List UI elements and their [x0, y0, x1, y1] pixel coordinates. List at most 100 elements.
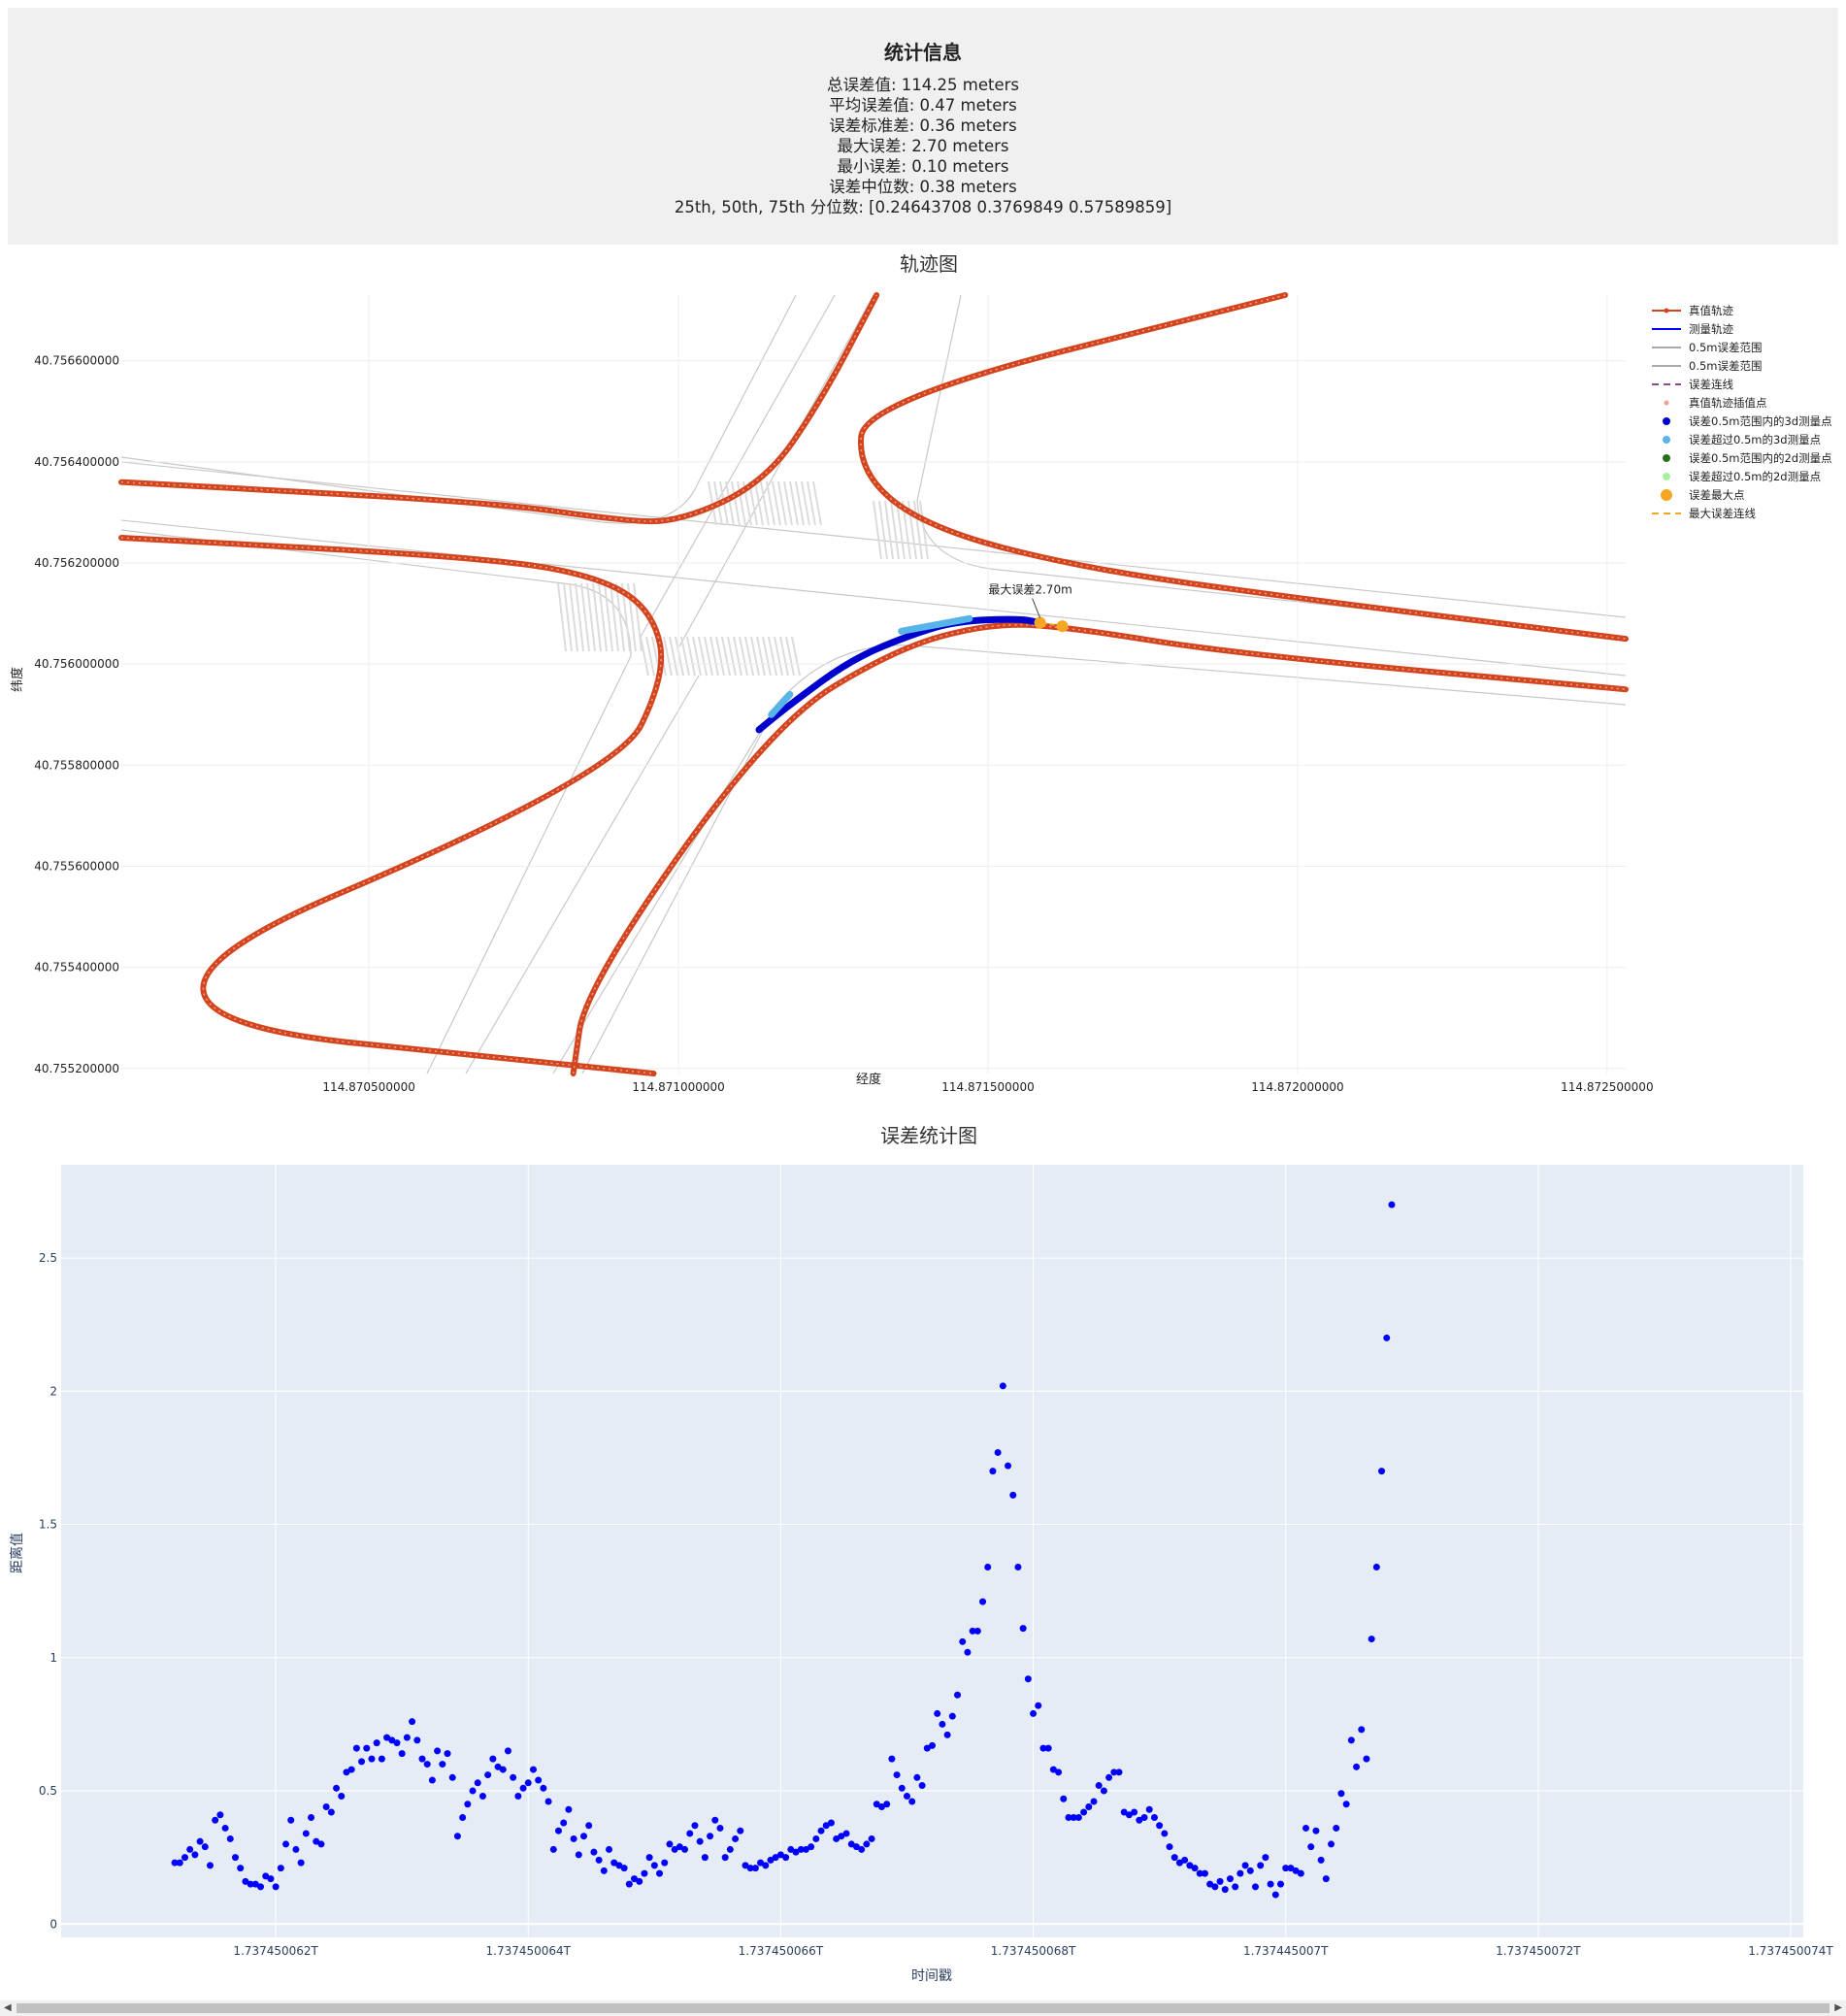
- error-point: [1150, 1813, 1158, 1821]
- error-point: [388, 1736, 396, 1744]
- over-range-segment-1: [898, 614, 973, 635]
- error-chart-title: 误差统计图: [880, 1124, 977, 1147]
- err-ytick-3: 1.5: [39, 1518, 57, 1532]
- error-point: [600, 1867, 608, 1874]
- error-point: [393, 1739, 401, 1747]
- error-point: [1257, 1862, 1265, 1869]
- error-point: [1236, 1869, 1244, 1877]
- road-edge-3: [120, 519, 1627, 677]
- legend-label-8: 误差0.5m范围内的2d测量点: [1689, 451, 1832, 465]
- error-point: [499, 1766, 507, 1773]
- error-point: [262, 1872, 270, 1880]
- stats-line-max: 最大误差: 2.70 meters: [837, 137, 1009, 155]
- error-point: [954, 1691, 962, 1699]
- error-point: [641, 1869, 648, 1877]
- legend-item-10[interactable]: 误差最大点: [1661, 488, 1745, 502]
- error-point: [767, 1856, 775, 1864]
- legend-item-4[interactable]: 误差连线: [1652, 378, 1733, 391]
- error-point: [251, 1880, 259, 1888]
- error-point: [1014, 1563, 1022, 1570]
- legend-label-7: 误差超过0.5m的3d测量点: [1689, 433, 1821, 446]
- error-point: [847, 1840, 855, 1848]
- legend-item-1[interactable]: 测量轨迹: [1652, 322, 1733, 336]
- error-point: [943, 1731, 951, 1738]
- error-point: [716, 1824, 724, 1832]
- error-point: [1191, 1865, 1199, 1872]
- error-point: [696, 1837, 704, 1845]
- error-point: [1120, 1808, 1128, 1816]
- error-y-ticks: 0 0.5 1 1.5 2 2.5: [39, 1251, 57, 1931]
- error-point: [918, 1782, 926, 1790]
- error-point: [883, 1801, 891, 1808]
- error-point: [368, 1755, 376, 1763]
- annotation-text: 最大误差2.70m: [988, 582, 1071, 596]
- error-point: [595, 1856, 603, 1864]
- error-point: [746, 1865, 754, 1872]
- error-point: [1333, 1824, 1340, 1832]
- legend-item-11[interactable]: 最大误差连线: [1652, 507, 1756, 520]
- legend-item-8[interactable]: 误差0.5m范围内的2d测量点: [1663, 451, 1832, 465]
- legend-label-10: 误差最大点: [1689, 488, 1745, 502]
- horizontal-scrollbar[interactable]: ◀ ▶: [0, 2000, 1846, 2016]
- error-point: [989, 1468, 997, 1475]
- error-point: [510, 1773, 517, 1781]
- legend-item-6[interactable]: 误差0.5m范围内的3d测量点: [1663, 414, 1832, 428]
- traj-xtick-2: 114.871500000: [941, 1080, 1034, 1094]
- error-point: [973, 1627, 981, 1635]
- error-point: [484, 1771, 492, 1779]
- error-point: [802, 1845, 809, 1853]
- error-point: [434, 1747, 442, 1755]
- road-edge-8: [581, 704, 777, 1074]
- error-point: [1196, 1869, 1203, 1877]
- truth-track-0: [118, 292, 880, 525]
- err-xtick-4: 1.737445007T: [1243, 1944, 1329, 1958]
- truth-track-2: [858, 292, 1629, 643]
- error-point: [1145, 1805, 1153, 1813]
- error-point: [1070, 1813, 1077, 1821]
- scrollbar-thumb[interactable]: [16, 2003, 1830, 2013]
- error-point: [1206, 1880, 1214, 1888]
- error-point: [1328, 1840, 1335, 1848]
- scroll-right-icon[interactable]: ▶: [1834, 2002, 1842, 2013]
- error-point: [620, 1865, 628, 1872]
- error-point: [398, 1750, 406, 1758]
- legend-item-7[interactable]: 误差超过0.5m的3d测量点: [1663, 433, 1821, 446]
- error-point: [615, 1862, 623, 1869]
- error-point: [297, 1859, 305, 1867]
- truth-track-3: [570, 621, 1629, 1076]
- traj-ytick-6: 40.755400000: [34, 961, 119, 975]
- stats-title: 统计信息: [884, 41, 962, 64]
- error-point: [302, 1830, 310, 1837]
- error-chart[interactable]: 误差统计图 1.737450062T 1.737450064T 1.73745006…: [0, 1116, 1846, 1990]
- error-point: [1267, 1880, 1274, 1888]
- error-point: [1170, 1854, 1178, 1862]
- road-edge-2: [120, 461, 1627, 618]
- error-point: [1166, 1843, 1173, 1851]
- error-point: [1125, 1811, 1133, 1819]
- legend-item-3[interactable]: 0.5m误差范围: [1652, 359, 1763, 373]
- error-point: [403, 1734, 411, 1741]
- trajectory-chart[interactable]: 轨迹图 114.870500000 114.871000000 114.871500…: [0, 248, 1846, 1103]
- legend-item-2[interactable]: 0.5m误差范围: [1652, 341, 1763, 354]
- error-point: [1019, 1625, 1027, 1633]
- legend-item-9[interactable]: 误差超过0.5m的2d测量点: [1663, 470, 1821, 483]
- error-point: [1363, 1755, 1370, 1763]
- error-point: [984, 1563, 992, 1570]
- scroll-left-icon[interactable]: ◀: [4, 2002, 12, 2013]
- error-point: [1302, 1824, 1310, 1832]
- legend-item-5[interactable]: 真值轨迹插值点: [1664, 396, 1767, 410]
- legend-item-0[interactable]: 真值轨迹: [1652, 304, 1733, 317]
- stats-line-median: 误差中位数: 0.38 meters: [829, 178, 1017, 196]
- stats-line-std: 误差标准差: 0.36 meters: [829, 116, 1017, 135]
- error-point: [742, 1862, 749, 1869]
- legend-label-5: 真值轨迹插值点: [1689, 396, 1767, 410]
- error-point: [721, 1854, 729, 1862]
- error-point: [590, 1848, 598, 1856]
- error-point: [277, 1865, 284, 1872]
- error-point: [797, 1845, 805, 1853]
- error-point: [898, 1784, 906, 1792]
- error-point: [1216, 1877, 1224, 1885]
- road-edge-5: [552, 644, 1627, 1074]
- error-point: [313, 1837, 320, 1845]
